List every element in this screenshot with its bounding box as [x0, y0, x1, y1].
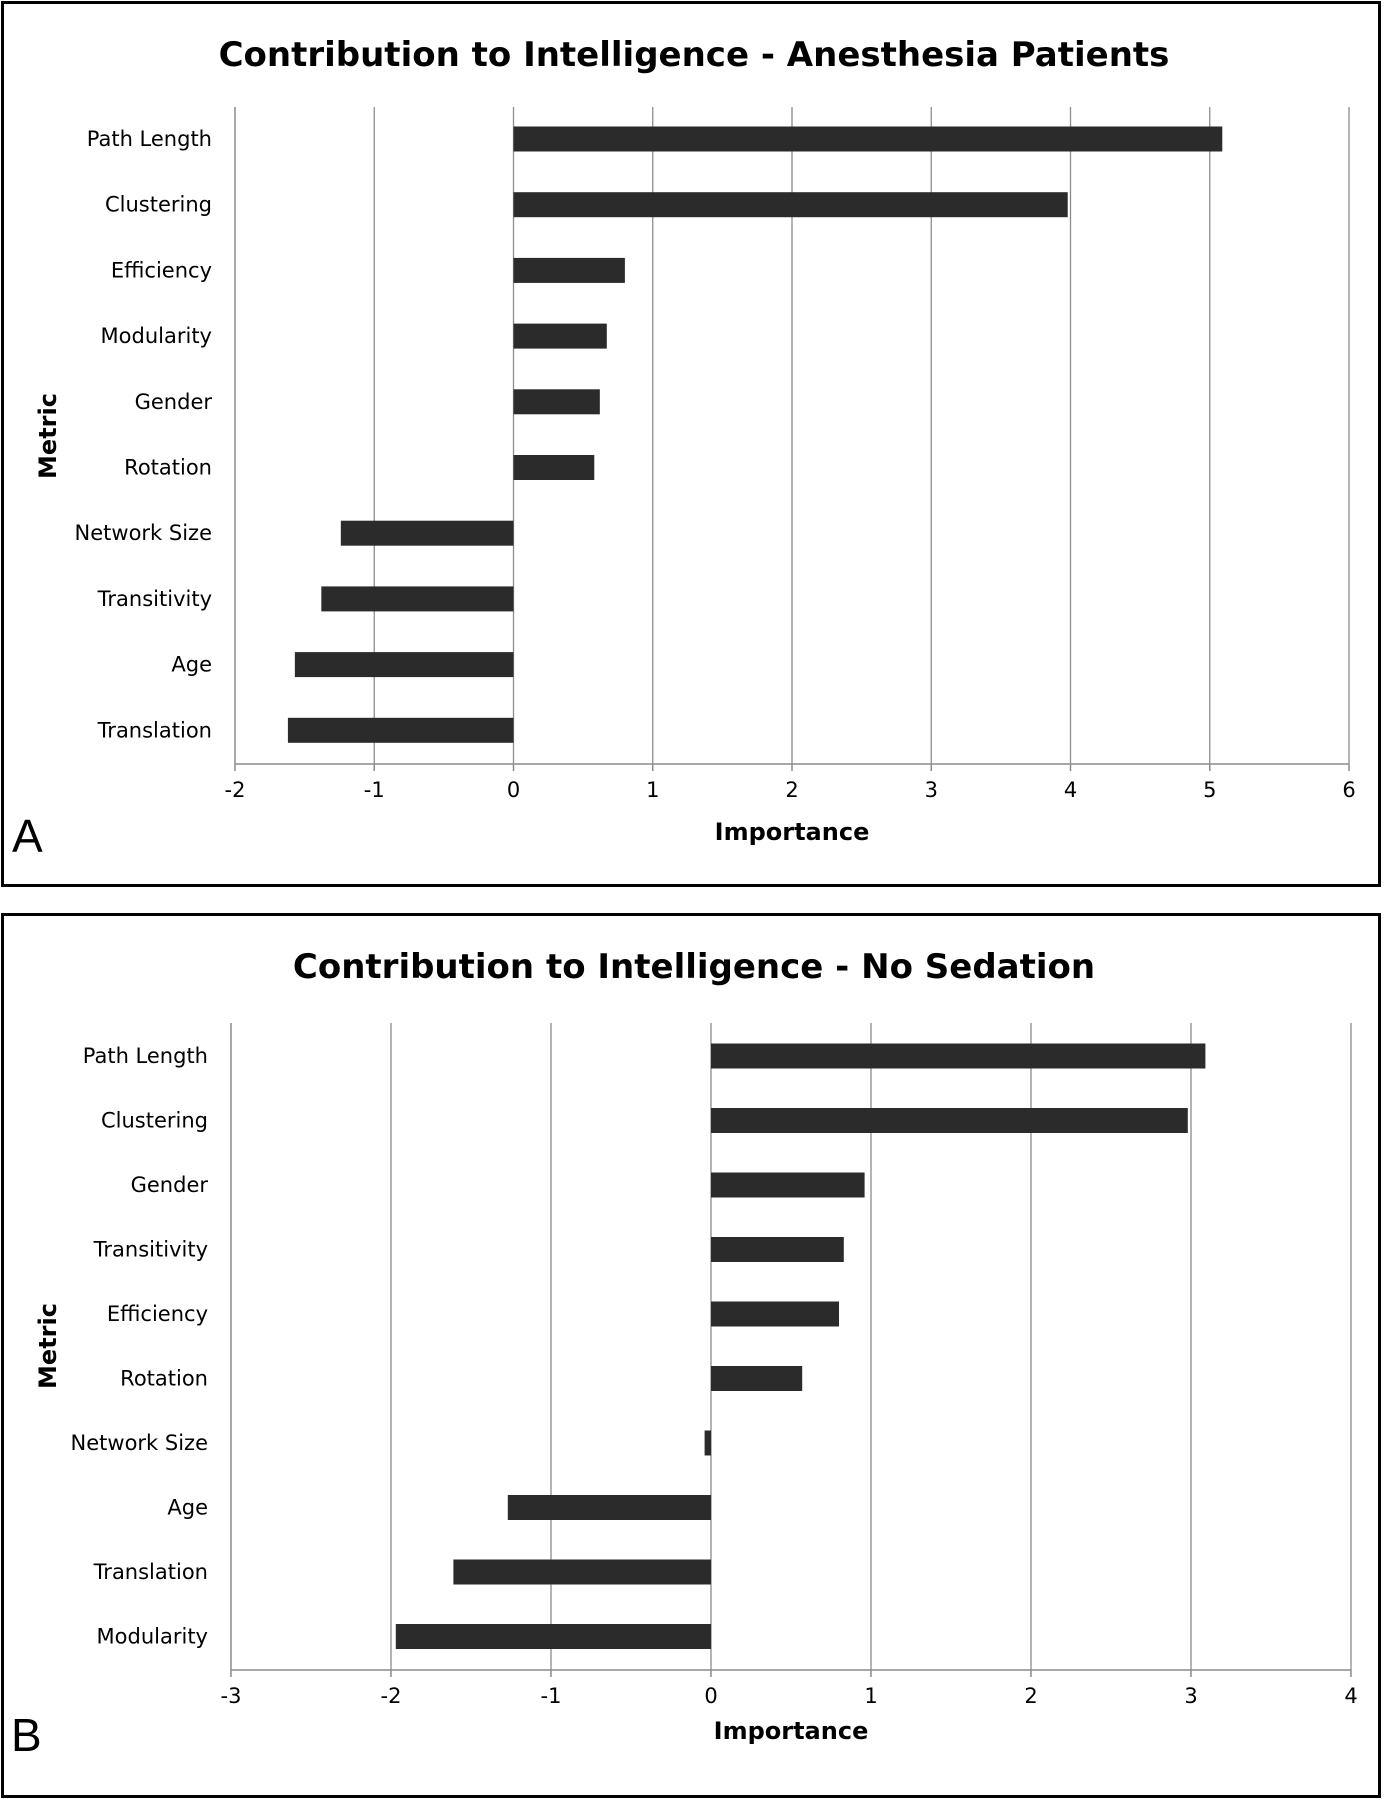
x-tick-label: 4 [1344, 1684, 1357, 1708]
category-label: Rotation [124, 456, 212, 480]
x-tick-label: 2 [785, 778, 798, 802]
category-label: Transitivity [97, 587, 212, 611]
category-label: Clustering [101, 1109, 208, 1133]
bar [340, 520, 514, 546]
x-tick-label: -1 [364, 778, 385, 802]
bar [711, 1301, 839, 1327]
category-label: Gender [135, 390, 213, 414]
category-label: Clustering [105, 193, 212, 217]
chart-panel-b: Contribution to Intelligence - No Sedati… [1, 913, 1381, 1798]
bar [711, 1366, 803, 1391]
bar [513, 126, 1223, 152]
x-tick-label: 6 [1342, 778, 1355, 802]
category-label: Gender [131, 1173, 209, 1197]
x-axis-title: Importance [714, 1717, 869, 1745]
bar [513, 257, 625, 283]
bar [711, 1172, 865, 1198]
x-tick-label: 1 [864, 1684, 877, 1708]
category-label: Modularity [97, 1625, 208, 1649]
category-label: Path Length [83, 1044, 208, 1068]
bar [513, 192, 1068, 218]
x-tick-label: -3 [221, 1684, 242, 1708]
category-label: Transitivity [93, 1238, 208, 1262]
category-label: Age [167, 1496, 208, 1520]
bar [395, 1624, 711, 1649]
bar [711, 1043, 1206, 1069]
chart-title: Contribution to Intelligence - Anesthesi… [219, 35, 1170, 75]
category-label: Rotation [120, 1367, 208, 1391]
category-label: Age [171, 653, 212, 677]
x-tick-label: 1 [646, 778, 659, 802]
bar [711, 1237, 844, 1262]
chart-svg-a: Contribution to Intelligence - Anesthesi… [12, 35, 1356, 862]
bar [704, 1430, 711, 1456]
bar [453, 1559, 711, 1585]
category-label: Network Size [71, 1431, 208, 1455]
panel-label: B [11, 1709, 42, 1761]
y-axis-title: Metric [34, 1303, 62, 1389]
category-label: Translation [93, 1560, 208, 1584]
bar [513, 455, 595, 480]
x-tick-label: 5 [1203, 778, 1216, 802]
category-label: Efficiency [107, 1302, 208, 1326]
bar [513, 323, 607, 349]
x-tick-label: 2 [1024, 1684, 1037, 1708]
bar [513, 389, 600, 415]
bar [287, 717, 514, 743]
chart-panel-a: Contribution to Intelligence - Anesthesi… [1, 1, 1381, 887]
x-tick-label: 4 [1064, 778, 1077, 802]
category-label: Modularity [101, 324, 212, 348]
bar [507, 1495, 711, 1520]
bar [294, 652, 514, 678]
category-label: Path Length [87, 127, 212, 151]
category-label: Translation [97, 718, 212, 742]
chart-title: Contribution to Intelligence - No Sedati… [293, 947, 1095, 987]
chart-svg-b: Contribution to Intelligence - No Sedati… [11, 947, 1358, 1761]
x-tick-label: 0 [704, 1684, 717, 1708]
bar [321, 586, 514, 612]
x-axis-title: Importance [715, 818, 870, 846]
x-tick-label: -2 [381, 1684, 402, 1708]
panel-label: A [12, 810, 43, 862]
category-label: Efficiency [111, 258, 212, 282]
x-tick-label: 3 [925, 778, 938, 802]
bar [711, 1108, 1188, 1133]
x-tick-label: 3 [1184, 1684, 1197, 1708]
category-label: Network Size [75, 521, 212, 545]
x-tick-label: 0 [507, 778, 520, 802]
x-tick-label: -1 [541, 1684, 562, 1708]
y-axis-title: Metric [34, 393, 62, 479]
x-tick-label: -2 [225, 778, 246, 802]
